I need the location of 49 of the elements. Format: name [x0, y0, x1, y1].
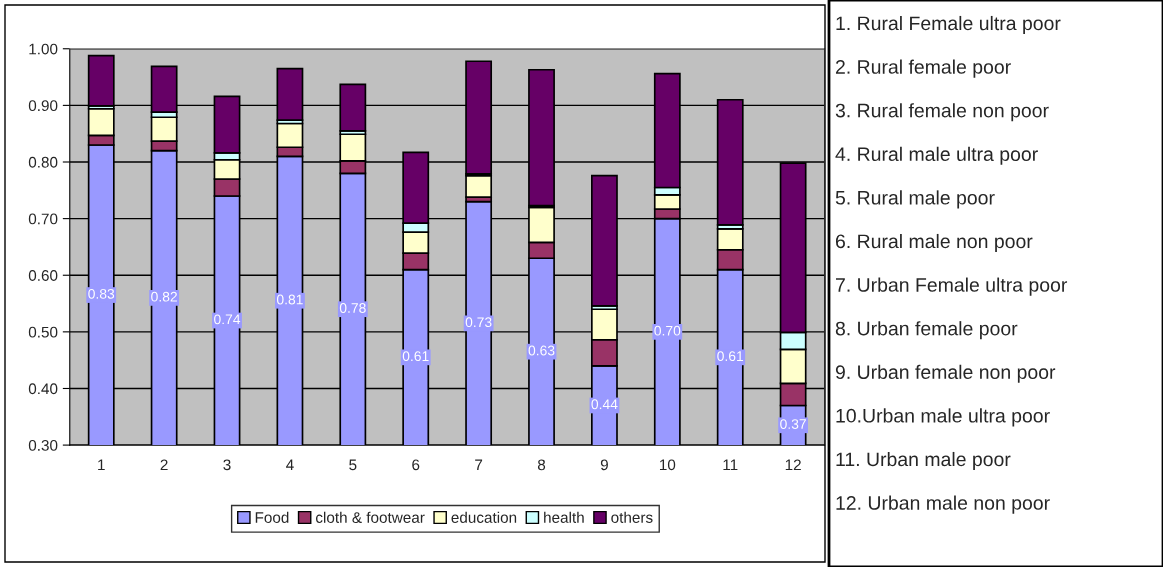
data-label: 0.83	[88, 288, 115, 299]
y-tick-label: 0.70	[28, 213, 58, 225]
x-tick-label: 9	[600, 459, 608, 471]
y-tick-label: 0.80	[28, 156, 58, 168]
data-label: 0.63	[528, 345, 555, 356]
y-tick-label: 1.00	[29, 43, 58, 55]
x-tick-label: 7	[475, 459, 483, 471]
data-label: 0.82	[151, 291, 177, 302]
legend-label: Food	[255, 511, 289, 523]
x-tick-label: 3	[223, 459, 231, 471]
text: 6. Rural male non poor	[835, 233, 1033, 253]
text: 5. Rural male poor	[835, 190, 995, 209]
data-label: 0.78	[339, 303, 366, 313]
data-label: 0.81	[276, 294, 303, 305]
legend-label: others	[611, 511, 653, 523]
x-tick-label: 8	[537, 459, 546, 471]
data-label: 0.73	[465, 317, 492, 328]
data-label: 0.70	[654, 325, 681, 336]
y-tick-label: 0.90	[28, 100, 58, 112]
text: 8. Urban female poor	[835, 321, 1018, 340]
data-label: 0.44	[591, 399, 618, 410]
x-tick-label: 1	[98, 459, 105, 471]
text: 10.Urban male ultra poor	[836, 408, 1050, 427]
text: 7. Urban Female ultra poor	[836, 277, 1068, 296]
y-tick-label: 0.60	[28, 270, 58, 281]
text: 12. Urban male non poor	[836, 495, 1050, 514]
x-tick-label: 4	[286, 459, 294, 471]
legend-label: education	[451, 511, 517, 523]
data-label: 0.61	[402, 351, 429, 362]
y-tick-label: 0.40	[28, 383, 58, 395]
text: 3. Rural female non poor	[835, 103, 1049, 122]
data-label: 0.37	[780, 419, 806, 430]
data-label: 0.61	[717, 351, 744, 362]
x-tick-label: 12	[785, 459, 801, 471]
x-tick-label: 6	[412, 459, 420, 471]
text: 9. Urban female non poor	[835, 364, 1056, 383]
x-tick-label: 11	[723, 459, 738, 471]
text: 1. Rural Female ultra poor	[836, 15, 1061, 35]
text: 11. Urban male poor	[836, 451, 1011, 471]
text: 2. Rural female poor	[835, 59, 1011, 78]
y-tick-label: 0.30	[28, 439, 58, 451]
y-tick-label: 0.50	[28, 326, 58, 338]
legend-label: cloth & footwear	[315, 511, 425, 523]
text: 4. Rural male ultra poor	[835, 146, 1038, 165]
x-tick-label: 10	[659, 459, 676, 471]
legend-label: health	[544, 511, 584, 523]
data-label: 0.74	[214, 314, 241, 325]
x-tick-label: 2	[160, 459, 168, 471]
x-tick-label: 5	[349, 459, 357, 471]
